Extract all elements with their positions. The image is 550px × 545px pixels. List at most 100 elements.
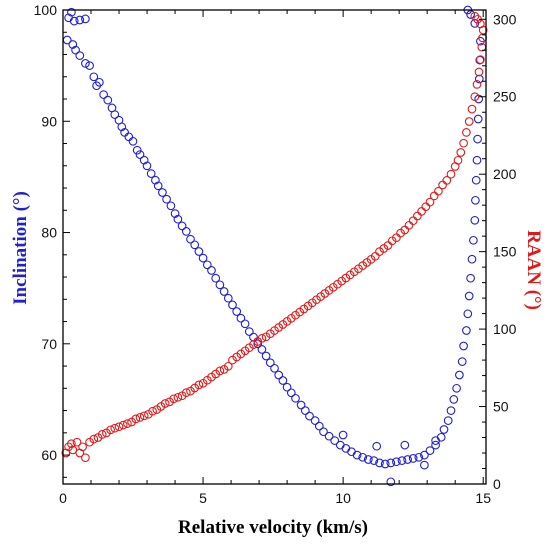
inclination-point [335, 440, 345, 450]
inclination-point [95, 77, 104, 87]
inclination-point [330, 436, 340, 445]
inclination-point [474, 74, 484, 84]
inclination-point [153, 181, 163, 191]
inclination-point [341, 444, 351, 453]
raan-point [67, 439, 76, 449]
raan-point [68, 445, 78, 455]
inclination-point [81, 14, 90, 24]
raan-point [97, 430, 107, 439]
x-tick-label: 15 [475, 490, 491, 506]
inclination-point [186, 234, 195, 244]
inclination-point [261, 351, 271, 361]
inclination-point [472, 155, 482, 165]
inclination-point [414, 452, 424, 462]
raan-point [476, 55, 485, 64]
raan-point [429, 191, 439, 201]
raan-point [425, 197, 435, 207]
inclination-point [151, 175, 160, 185]
inclination-point [372, 441, 382, 451]
raan-point [181, 388, 191, 397]
inclination-point [375, 458, 384, 468]
raan-point [470, 92, 480, 102]
inclination-point [219, 287, 229, 296]
inclination-point [207, 266, 216, 275]
inclination-point [463, 309, 473, 319]
inclination-point [449, 395, 459, 404]
inclination-point [170, 209, 180, 218]
inclination-point [253, 339, 263, 349]
inclination-point [117, 122, 127, 132]
inclination-point [452, 383, 461, 393]
inclination-point [89, 72, 99, 82]
inclination-point [324, 431, 334, 441]
inclination-point [469, 235, 478, 245]
inclination-point [386, 477, 396, 487]
raan-point [467, 104, 477, 114]
inclination-point [69, 16, 79, 26]
raan-series [61, 11, 488, 463]
inclination-point [473, 114, 483, 124]
inclination-point [190, 240, 200, 250]
inclination-point [397, 456, 407, 465]
y-tick-label-right: 300 [493, 11, 517, 27]
raan-point [408, 216, 418, 226]
y-tick-label-left: 80 [41, 225, 57, 241]
inclination-point [286, 388, 296, 398]
raan-point [148, 406, 157, 416]
inclination-point [425, 446, 435, 455]
inclination-point [99, 90, 108, 99]
y-tick-label-right: 100 [493, 321, 517, 337]
x-tick-label: 5 [199, 490, 207, 506]
x-axis-label: Relative velocity (km/s) [178, 517, 368, 538]
inclination-point [194, 247, 204, 256]
inclination-point [466, 10, 475, 19]
inclination-point [291, 393, 300, 403]
inclination-point [462, 326, 471, 335]
inclination-point [403, 455, 412, 464]
inclination-point [146, 169, 156, 178]
inclination-point [296, 400, 306, 410]
inclination-point [473, 134, 482, 144]
inclination-point [265, 358, 275, 368]
raan-point [434, 186, 443, 196]
raan-point [110, 423, 120, 433]
inclination-point [358, 452, 368, 462]
raan-point [114, 422, 124, 432]
raan-point [78, 442, 87, 452]
inclination-point [270, 363, 279, 373]
inclination-point [135, 150, 145, 159]
y-tick-label-left: 90 [41, 113, 57, 129]
x-tick-label: 10 [335, 490, 351, 506]
inclination-point [244, 327, 254, 336]
inclination-point [139, 155, 149, 165]
raan-point [413, 211, 422, 221]
inclination-point [236, 313, 246, 323]
inclination-series [62, 5, 485, 487]
inclination-point [446, 406, 456, 415]
inclination-point [232, 307, 242, 316]
inclination-point [400, 440, 410, 450]
inclination-point [420, 450, 429, 460]
inclination-point [75, 15, 85, 25]
inclination-point [181, 227, 191, 236]
y-tick-label-left: 70 [41, 336, 57, 352]
inclination-point [128, 136, 138, 146]
inclination-point [85, 61, 94, 70]
raan-point [106, 425, 115, 435]
inclination-point [471, 175, 481, 185]
y-tick-label-left: 60 [41, 447, 57, 463]
inclination-point [282, 382, 292, 392]
inclination-point [103, 95, 113, 105]
raan-point [223, 361, 233, 371]
raan-point [139, 411, 149, 421]
inclination-point [310, 416, 320, 425]
inclination-point [464, 291, 474, 301]
inclination-point [455, 370, 464, 380]
inclination-point [300, 406, 310, 415]
inclination-point [470, 215, 480, 225]
inclination-point [228, 300, 237, 310]
inclination-point [457, 357, 467, 366]
y-axis-label-left: Inclination (°) [10, 191, 31, 305]
raan-point [72, 437, 82, 447]
inclination-point [71, 45, 80, 55]
